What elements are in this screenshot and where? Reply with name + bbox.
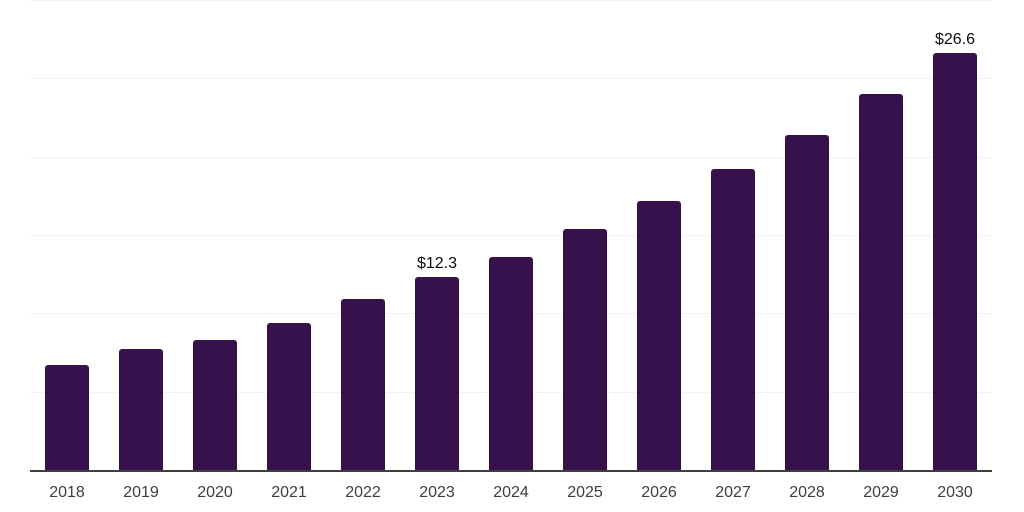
bar-column-2027 (696, 0, 770, 470)
bar-column-2026 (622, 0, 696, 470)
gridline-20 (30, 156, 992, 158)
bar-column-2023: $12.3 (400, 0, 474, 470)
gridline-15 (30, 235, 992, 236)
bar-column-2022 (326, 0, 400, 470)
bar-2020 (192, 340, 238, 470)
x-tick-2025: 2025 (567, 484, 603, 501)
x-tick-2027: 2027 (715, 484, 751, 501)
x-axis-labels: 2018 2019 2020 2021 2022 2023 2024 2025 2026 2027… (30, 472, 992, 501)
gridline-25 (30, 78, 992, 80)
x-tick-2020: 2020 (197, 484, 233, 501)
x-tick-2023: 2023 (419, 484, 455, 501)
bar-2022 (340, 299, 386, 470)
bar-2019 (118, 349, 164, 470)
bar-column-2018 (30, 0, 104, 470)
x-tick-2021: 2021 (271, 484, 307, 501)
bar-column-2030: $26.6 (918, 0, 992, 470)
plot-area: $12.3 $26.6 (30, 0, 992, 472)
bar-2030 (932, 53, 978, 470)
bar-2026 (636, 200, 682, 470)
bar-column-2028 (770, 0, 844, 470)
x-tick-2028: 2028 (789, 484, 825, 501)
bar-column-2025 (548, 0, 622, 470)
bar-column-2029 (844, 0, 918, 470)
bar-column-2024 (474, 0, 548, 470)
bar-2025 (562, 228, 608, 470)
bar-2023 (414, 277, 460, 470)
data-label-2030: $26.6 (934, 31, 976, 49)
gridline-30 (30, 0, 992, 1)
data-label-2023: $12.3 (416, 255, 458, 273)
bar-2029 (858, 94, 904, 470)
x-tick-2026: 2026 (641, 484, 677, 501)
bar-2021 (266, 322, 312, 470)
bar-column-2019 (104, 0, 178, 470)
bar-2024 (488, 256, 534, 470)
bars: $12.3 $26.6 (30, 0, 992, 470)
x-tick-2030: 2030 (937, 484, 973, 501)
x-tick-2018: 2018 (49, 484, 85, 501)
x-tick-2019: 2019 (123, 484, 159, 501)
bar-2018 (44, 365, 90, 470)
bar-column-2021 (252, 0, 326, 470)
bar-column-2020 (178, 0, 252, 470)
x-tick-2029: 2029 (863, 484, 899, 501)
x-tick-2024: 2024 (493, 484, 529, 501)
bar-2028 (784, 134, 830, 470)
x-tick-2022: 2022 (345, 484, 381, 501)
bar-2027 (710, 169, 756, 470)
